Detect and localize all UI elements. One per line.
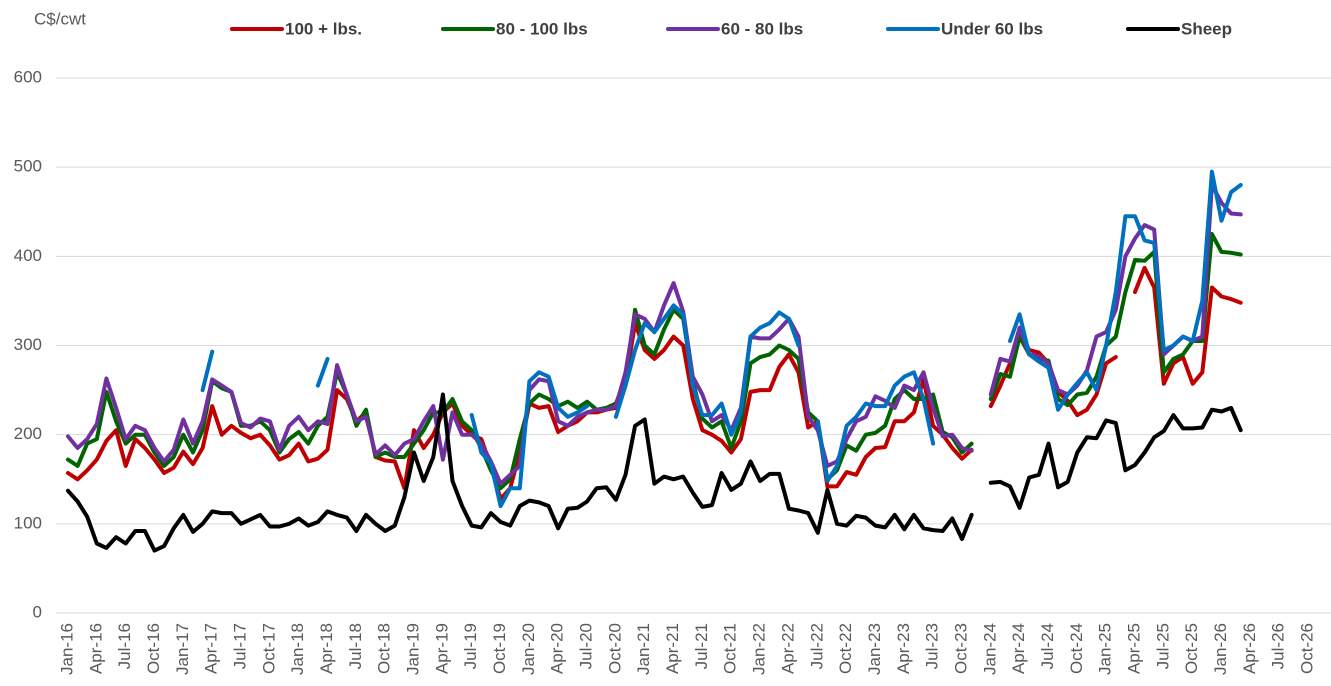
- y-tick-label: 500: [14, 157, 42, 176]
- y-tick-label: 100: [14, 513, 42, 532]
- series-line: [66, 392, 1243, 553]
- y-tick-label: 200: [14, 424, 42, 443]
- y-tick-label: 0: [33, 602, 42, 621]
- x-tick-label: Jul-25: [1153, 623, 1172, 669]
- x-tick-label: Jul-26: [1269, 623, 1288, 669]
- x-tick-label: Jul-19: [461, 623, 480, 669]
- y-tick-label: 600: [14, 67, 42, 86]
- x-tick-label: Jul-22: [807, 623, 826, 669]
- legend-text: Under 60 lbs: [941, 19, 1043, 38]
- x-tick-label: Jan-21: [634, 623, 653, 675]
- x-tick-label: Oct-24: [1067, 623, 1086, 674]
- x-tick-label: Jul-24: [1038, 623, 1057, 669]
- series-line: [66, 265, 1243, 501]
- x-tick-label: Jan-20: [519, 623, 538, 675]
- x-tick-label: Oct-19: [490, 623, 509, 674]
- x-tick-label: Oct-20: [605, 623, 624, 674]
- x-tick-label: Jan-25: [1096, 623, 1115, 675]
- x-tick-label: Oct-21: [721, 623, 740, 674]
- x-tick-label: Jan-17: [173, 623, 192, 675]
- x-tick-label: Oct-17: [259, 623, 278, 674]
- legend-text: Sheep: [1181, 19, 1232, 38]
- x-tick-label: Jul-21: [692, 623, 711, 669]
- x-tick-label: Apr-17: [202, 623, 221, 674]
- x-tick-label: Oct-22: [836, 623, 855, 674]
- x-tick-label: Jan-23: [865, 623, 884, 675]
- x-tick-label: Jan-22: [750, 623, 769, 675]
- x-tick-label: Jul-17: [231, 623, 250, 669]
- x-tick-label: Oct-26: [1297, 623, 1316, 674]
- x-tick-label: Apr-26: [1240, 623, 1259, 674]
- x-tick-label: Apr-21: [663, 623, 682, 674]
- x-tick-label: Jan-16: [57, 623, 76, 675]
- y-axis-label: C$/cwt: [34, 9, 86, 28]
- series-line: [200, 169, 1243, 508]
- x-tick-label: Jan-19: [404, 623, 423, 675]
- x-tick-label: Apr-19: [432, 623, 451, 674]
- x-tick-label: Jul-23: [923, 623, 942, 669]
- x-tick-label: Jul-16: [115, 623, 134, 669]
- x-tick-label: Oct-16: [144, 623, 163, 674]
- x-tick-label: Jul-20: [577, 623, 596, 669]
- legend-text: 100 + lbs.: [285, 19, 362, 38]
- x-tick-label: Apr-22: [778, 623, 797, 674]
- legend-text: 60 - 80 lbs: [721, 19, 803, 38]
- legend-text: 80 - 100 lbs: [496, 19, 588, 38]
- x-tick-label: Jan-26: [1211, 623, 1230, 675]
- x-tick-label: Jan-24: [980, 623, 999, 675]
- x-tick-label: Oct-23: [951, 623, 970, 674]
- x-tick-label: Apr-16: [86, 623, 105, 674]
- x-tick-label: Oct-25: [1182, 623, 1201, 674]
- series-line: [66, 232, 1243, 491]
- series-line: [66, 183, 1243, 486]
- y-tick-label: 300: [14, 335, 42, 354]
- x-tick-label: Jul-18: [346, 623, 365, 669]
- x-tick-label: Apr-25: [1124, 623, 1143, 674]
- x-tick-label: Jan-18: [288, 623, 307, 675]
- x-tick-label: Oct-18: [375, 623, 394, 674]
- x-tick-label: Apr-24: [1009, 623, 1028, 674]
- x-tick-label: Apr-20: [548, 623, 567, 674]
- x-tick-label: Apr-23: [894, 623, 913, 674]
- y-tick-label: 400: [14, 246, 42, 265]
- x-tick-label: Apr-18: [317, 623, 336, 674]
